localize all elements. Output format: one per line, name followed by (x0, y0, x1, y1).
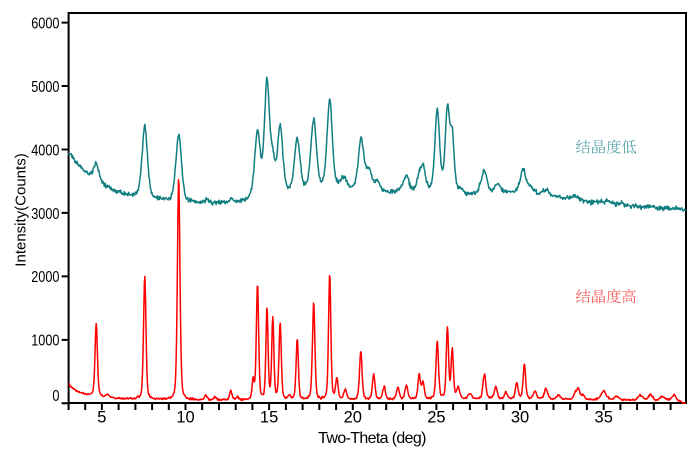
svg-text:5000: 5000 (31, 79, 60, 96)
svg-text:Two-Theta (deg): Two-Theta (deg) (318, 430, 426, 447)
svg-text:10: 10 (176, 409, 194, 427)
svg-text:1000: 1000 (31, 333, 60, 350)
svg-text:2000: 2000 (31, 269, 60, 286)
svg-text:30: 30 (511, 409, 529, 427)
svg-text:20: 20 (344, 409, 362, 427)
svg-text:Intensity(Counts): Intensity(Counts) (13, 153, 30, 266)
svg-text:6000: 6000 (31, 15, 60, 32)
svg-text:25: 25 (427, 409, 445, 427)
svg-text:4000: 4000 (31, 142, 60, 159)
svg-text:5: 5 (97, 409, 106, 427)
svg-text:15: 15 (260, 409, 278, 427)
svg-text:0: 0 (52, 388, 59, 405)
svg-text:3000: 3000 (31, 206, 60, 223)
svg-text:35: 35 (595, 409, 613, 427)
